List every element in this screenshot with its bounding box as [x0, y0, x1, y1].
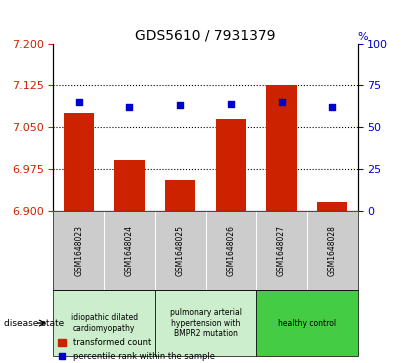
Bar	[317, 202, 347, 211]
Point	[278, 99, 285, 105]
Text: idiopathic dilated
cardiomyopathy: idiopathic dilated cardiomyopathy	[71, 313, 138, 333]
Text: GSM1648027: GSM1648027	[277, 225, 286, 276]
Bar	[64, 113, 94, 211]
Point	[177, 102, 183, 108]
Text: pulmonary arterial
hypertension with
BMPR2 mutation: pulmonary arterial hypertension with BMP…	[169, 308, 242, 338]
Text: disease state: disease state	[4, 319, 65, 327]
Text: healthy control: healthy control	[278, 319, 336, 327]
Text: GSM1648028: GSM1648028	[328, 225, 337, 276]
Bar	[216, 119, 246, 211]
Bar	[165, 180, 195, 211]
Point	[76, 99, 82, 105]
Text: GSM1648023: GSM1648023	[74, 225, 83, 276]
Text: GSM1648026: GSM1648026	[226, 225, 236, 276]
Legend: transformed count, percentile rank within the sample: transformed count, percentile rank withi…	[58, 338, 215, 361]
Title: GDS5610 / 7931379: GDS5610 / 7931379	[135, 28, 276, 42]
Text: GSM1648025: GSM1648025	[175, 225, 185, 276]
Point	[329, 104, 335, 110]
Bar	[266, 85, 297, 211]
Bar	[114, 160, 145, 211]
Text: GSM1648024: GSM1648024	[125, 225, 134, 276]
Point	[126, 104, 133, 110]
Point	[228, 101, 234, 107]
Text: %: %	[358, 32, 368, 42]
